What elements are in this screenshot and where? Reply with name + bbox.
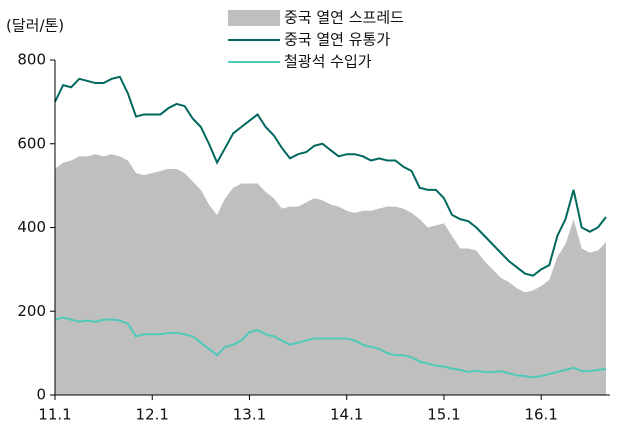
x-tick-label: 15.1 <box>427 406 460 424</box>
line <box>54 75 607 277</box>
y-tick-label: 600 <box>17 134 46 152</box>
line <box>54 316 607 379</box>
x-tick-label: 12.1 <box>136 406 169 424</box>
legend-label: 철광석 수입가 <box>284 53 372 71</box>
area <box>55 154 606 395</box>
legend-label: 중국 열연 유통가 <box>284 31 390 49</box>
y-tick-label: 400 <box>17 218 46 236</box>
y-tick-label: 0 <box>36 386 46 404</box>
legend-swatch <box>228 10 280 26</box>
legend-label: 중국 열연 스프레드 <box>284 9 404 27</box>
y-axis-label: (달러/톤) <box>6 17 64 35</box>
y-tick-label: 800 <box>17 51 46 69</box>
y-tick-label: 200 <box>17 302 46 320</box>
x-tick-label: 14.1 <box>330 406 363 424</box>
x-tick-label: 16.1 <box>524 406 557 424</box>
x-tick-label: 11.1 <box>38 406 71 424</box>
x-tick-label: 13.1 <box>233 406 266 424</box>
